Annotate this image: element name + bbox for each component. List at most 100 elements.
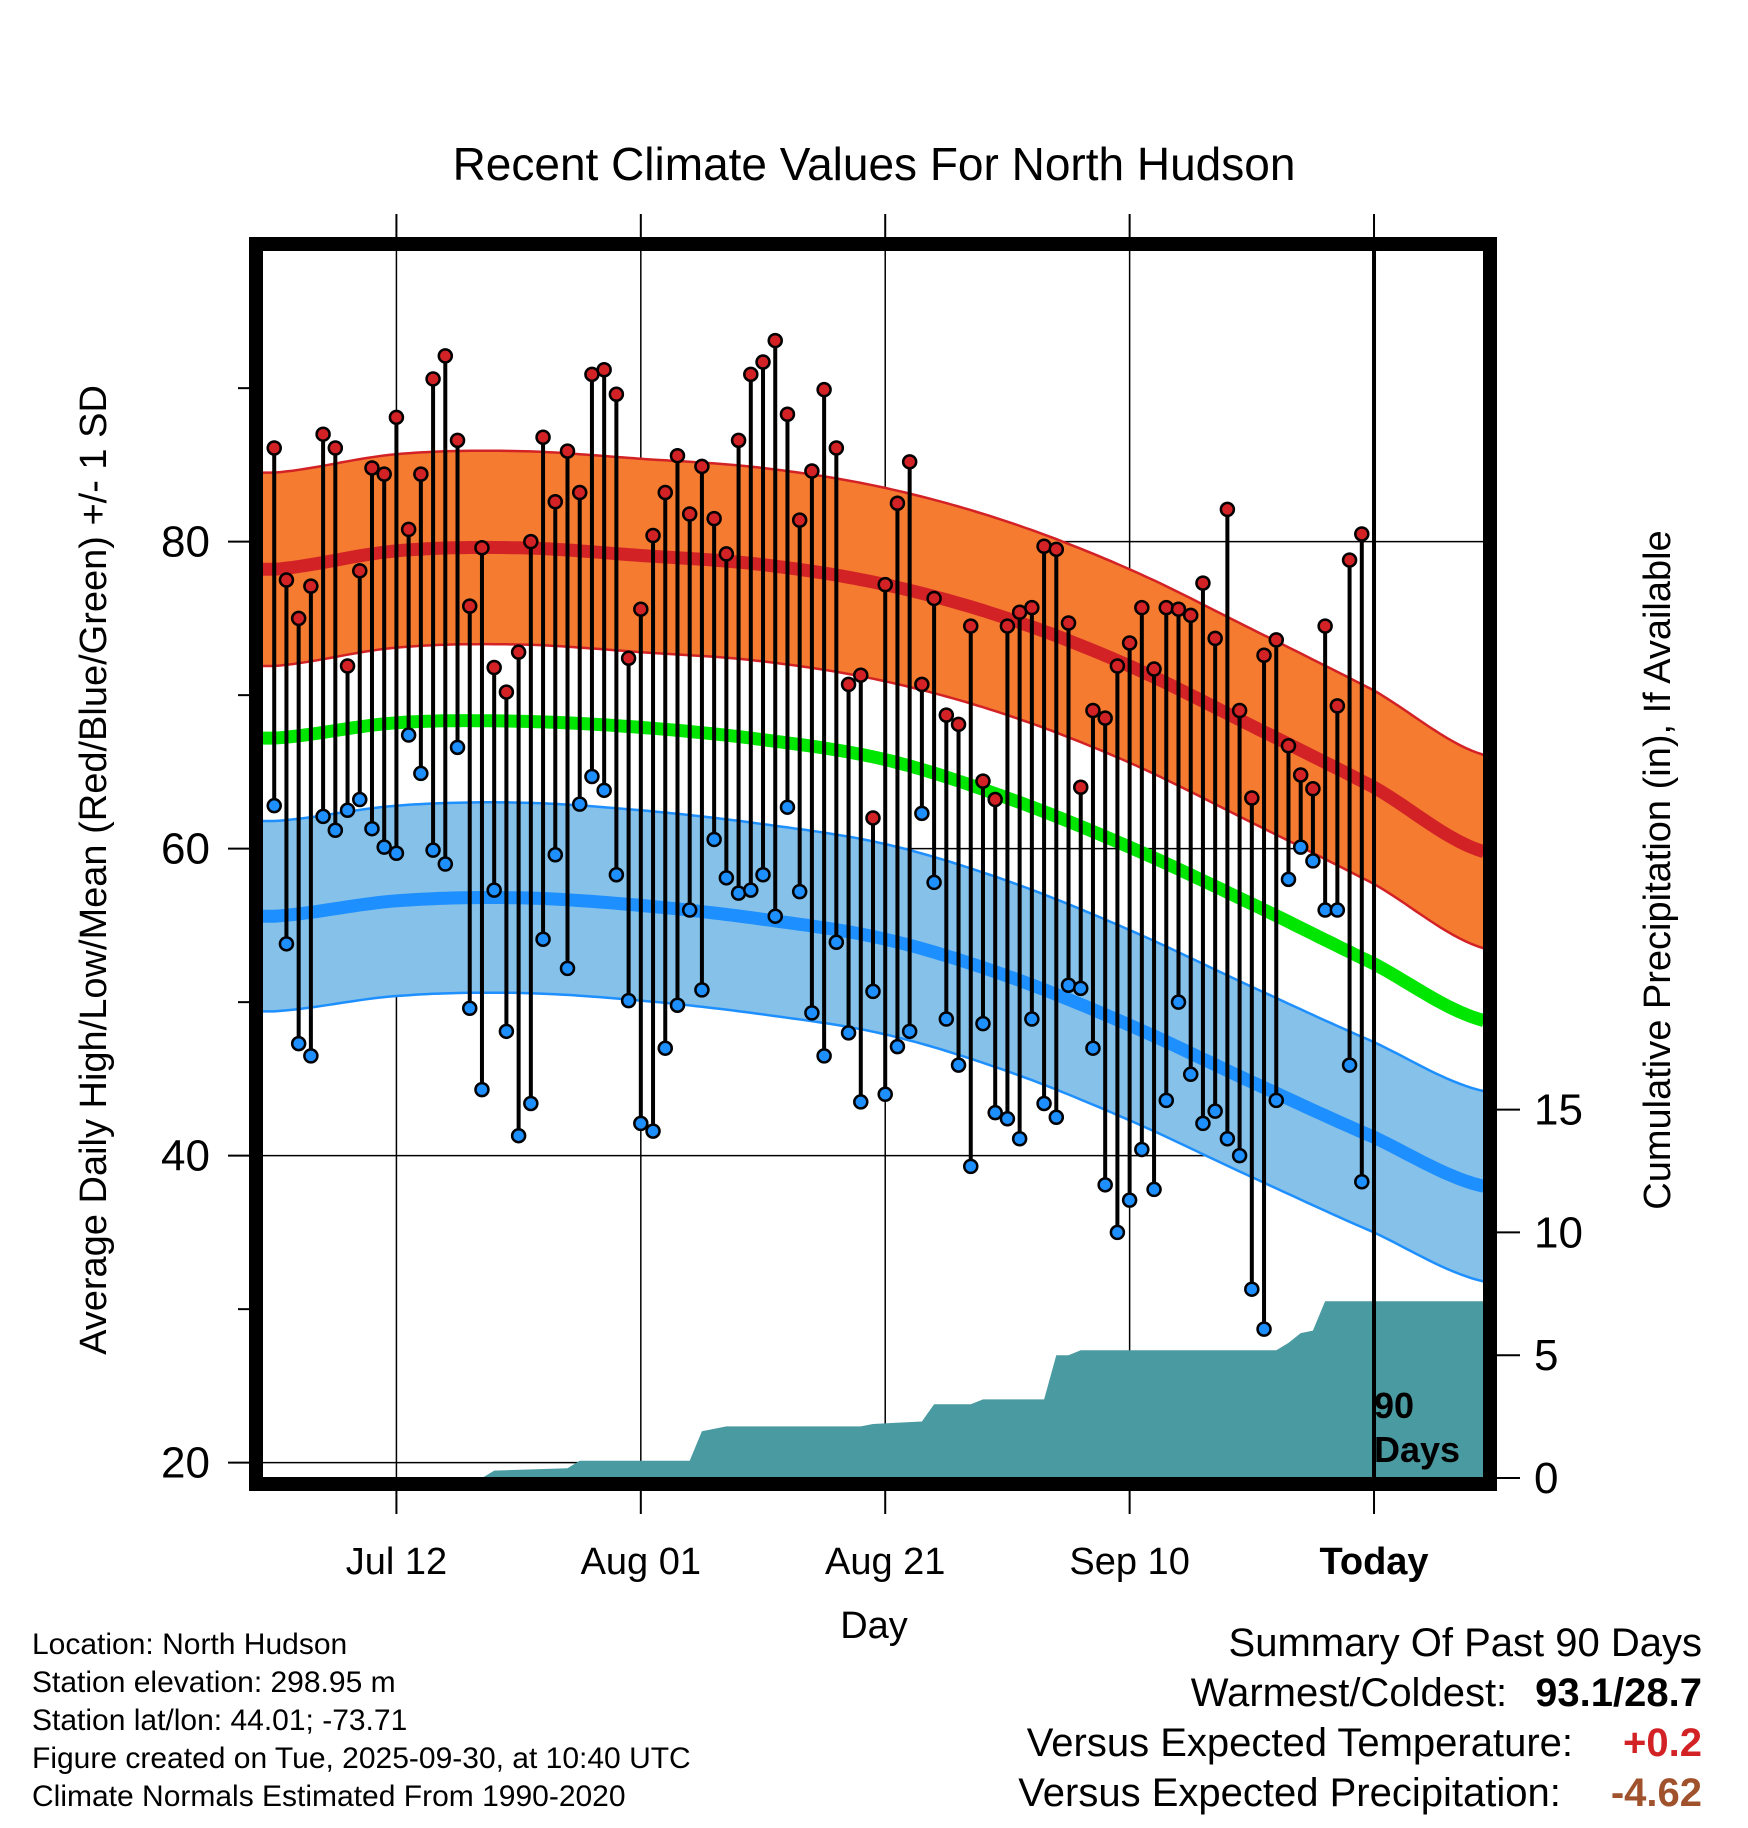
daily-low-point [853,1094,869,1110]
x-tick-label: Jul 12 [346,1541,447,1583]
daily-high-point [767,332,783,349]
warm-cold-label: Warmest/Coldest: [1190,1671,1508,1715]
daily-low-point [1134,1141,1150,1158]
daily-high-point [791,512,808,528]
daily-low-point [865,983,881,1000]
daily-low-point [449,739,466,756]
daily-low-point [681,902,698,918]
daily-low-point [376,839,392,855]
daily-low-point [1060,977,1077,994]
x-tick-label: Today [1319,1541,1428,1583]
daily-high-point [975,773,991,789]
daily-high-point [1036,538,1052,555]
daily-high-point [352,563,368,579]
daily-low-point [901,1023,918,1040]
daily-low-point [1244,1281,1260,1297]
daily-high-point [1085,702,1101,719]
daily-high-point [1060,615,1077,631]
daily-high-point [840,676,857,693]
daily-high-point [327,440,344,456]
daily-high-point [645,527,661,544]
daily-low-point [1256,1321,1272,1337]
precip-value: -4.62 [1610,1771,1702,1815]
daily-low-point [1048,1109,1065,1126]
precip-row: Versus Expected Precipitation: -4.62 [1018,1768,1702,1818]
daily-low-point [828,934,845,951]
daily-low-point [596,782,612,799]
daily-low-point [1121,1192,1138,1208]
high-normal-band-lower-edge [262,642,1484,950]
daily-low-point [1024,1011,1040,1027]
daily-high-point [743,366,759,383]
daily-low-point [1182,1066,1199,1083]
station-info: Location: North Hudson Station elevation… [32,1626,691,1816]
daily-low-point [804,1005,820,1021]
today-label-days: Days [1374,1429,1460,1470]
daily-low-point [437,856,454,872]
daily-high-point [853,667,869,683]
daily-high-point [1341,552,1358,568]
temp-value: +0.2 [1623,1721,1702,1765]
daily-high-point [1048,541,1065,558]
daily-high-point [950,716,967,733]
daily-high-point [877,576,893,593]
daily-high-point [1195,575,1211,591]
y2-tick-label: 15 [1534,1086,1583,1135]
daily-high-point [315,426,331,442]
daily-high-point [1244,790,1260,806]
y2-tick-label: 10 [1534,1208,1583,1257]
daily-high-point [1292,767,1309,783]
precip-area [274,1301,1484,1478]
daily-low-point [755,866,771,883]
daily-high-point [938,707,955,723]
daily-low-point [620,992,637,1009]
daily-high-point [413,466,429,482]
summary-heading: Summary Of Past 90 Days [1228,1621,1702,1665]
daily-high-point [486,659,502,676]
daily-high-point [364,460,380,476]
y-tick-label: 40 [161,1132,210,1181]
daily-low-point [963,1158,979,1175]
daily-low-point [547,847,564,863]
daily-low-point [571,796,588,812]
daily-low-point [877,1086,893,1102]
daily-low-point [559,960,576,977]
created-text: Figure created on Tue, 2025-09-30, at 10… [32,1742,691,1775]
daily-low-point [474,1081,490,1098]
daily-high-point [1072,779,1089,795]
daily-high-point [1109,658,1126,674]
daily-low-point [400,727,417,743]
daily-low-point [889,1038,906,1055]
daily-low-point [1195,1115,1211,1132]
daily-low-point [523,1095,539,1112]
daily-low-point [1231,1147,1248,1164]
daily-high-point [987,791,1003,808]
daily-low-point [1085,1040,1101,1056]
daily-low-point [388,845,405,862]
daily-high-point [901,454,918,470]
daily-low-point [1207,1103,1223,1119]
daily-low-point [791,883,808,900]
daily-low-point [1109,1224,1126,1241]
summary-panel: Summary Of Past 90 Days Warmest/Coldest:… [1018,1618,1702,1818]
daily-low-point [1280,871,1297,888]
daily-high-point [1280,738,1297,754]
daily-high-point [999,618,1016,634]
daily-low-point [1268,1092,1285,1109]
daily-low-point [816,1048,832,1064]
daily-high-point [926,590,942,607]
daily-low-point [608,866,625,883]
daily-high-point [437,348,454,364]
daily-low-point [718,870,735,886]
daily-high-point [400,521,417,538]
daily-low-point [498,1023,515,1040]
daily-low-point [1072,980,1089,997]
daily-high-point [290,610,307,627]
daily-high-point [278,572,295,588]
daily-high-point [303,578,319,594]
daily-low-point [461,1000,478,1017]
daily-low-point [1146,1181,1162,1198]
daily-high-point [1097,710,1113,726]
daily-high-point [510,644,527,660]
